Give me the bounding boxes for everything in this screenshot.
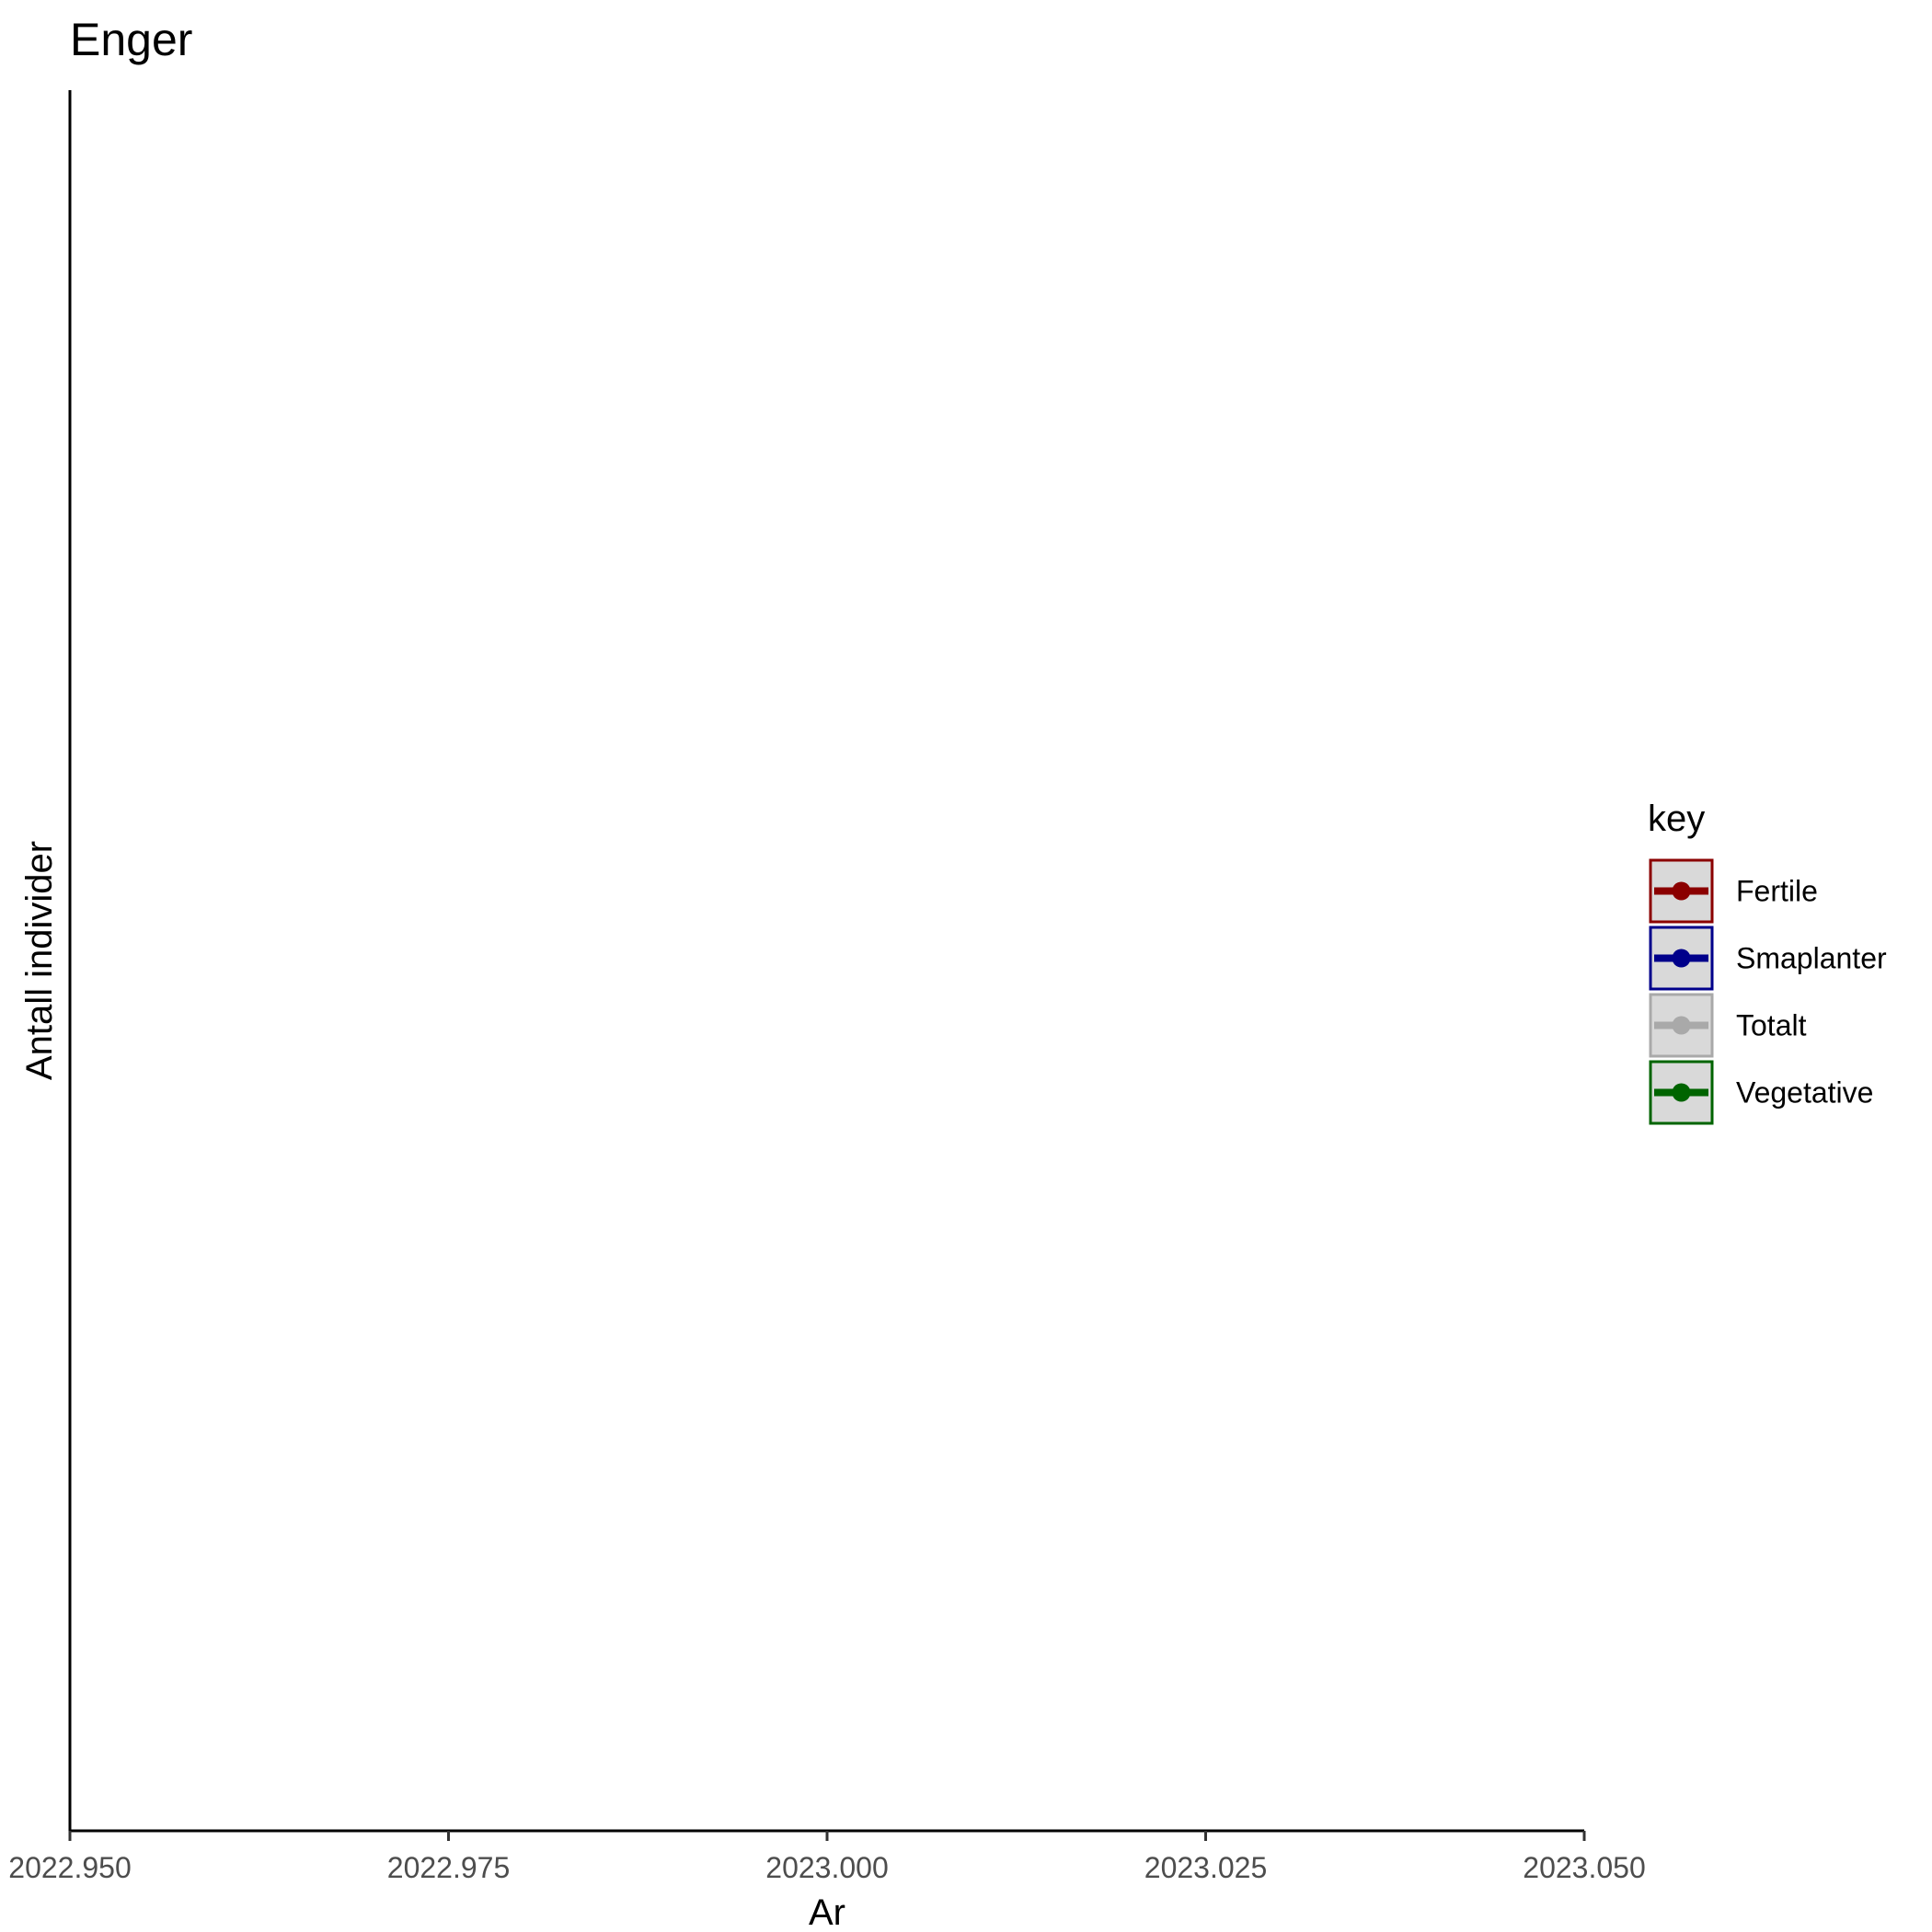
- legend-key-point: [1672, 1016, 1691, 1035]
- chart-title: Enger: [70, 14, 192, 65]
- legend-key-point: [1672, 881, 1691, 901]
- legend: key Fertile Smaplanter Totalt Vegetative: [1648, 799, 1887, 1125]
- x-tick-label: 2022.950: [8, 1851, 131, 1884]
- x-axis-title: Ar: [809, 1892, 845, 1932]
- plot-area: 2022.950 2022.975 2023.000 2023.025 2023.050: [8, 90, 1646, 1884]
- legend-item: Totalt: [1649, 993, 1807, 1058]
- legend-key-point: [1672, 949, 1691, 968]
- x-tick-label: 2023.025: [1144, 1851, 1267, 1884]
- legend-items: Fertile Smaplanter Totalt Vegetative: [1649, 858, 1887, 1125]
- legend-item: Smaplanter: [1649, 926, 1887, 991]
- y-axis-title: Antall individer: [19, 841, 60, 1080]
- legend-item: Fertile: [1649, 858, 1818, 924]
- x-tick-label: 2023.000: [765, 1851, 888, 1884]
- legend-item: Vegetative: [1649, 1060, 1873, 1125]
- legend-label: Vegetative: [1736, 1076, 1873, 1110]
- legend-label: Fertile: [1736, 875, 1818, 908]
- legend-title: key: [1648, 799, 1705, 839]
- x-axis-ticks: 2022.950 2022.975 2023.000 2023.025 2023.050: [8, 1831, 1646, 1884]
- legend-label: Totalt: [1736, 1009, 1807, 1042]
- x-tick-label: 2022.975: [387, 1851, 510, 1884]
- legend-label: Smaplanter: [1736, 942, 1887, 975]
- legend-key-point: [1672, 1083, 1691, 1102]
- x-tick-label: 2023.050: [1523, 1851, 1645, 1884]
